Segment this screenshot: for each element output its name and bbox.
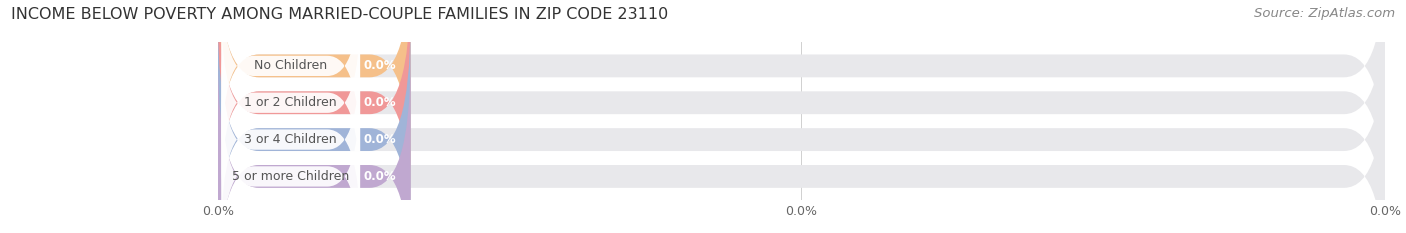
FancyBboxPatch shape xyxy=(221,83,360,233)
FancyBboxPatch shape xyxy=(221,10,360,196)
Text: 0.0%: 0.0% xyxy=(364,170,396,183)
FancyBboxPatch shape xyxy=(218,0,1385,220)
FancyBboxPatch shape xyxy=(218,22,1385,233)
Text: 0.0%: 0.0% xyxy=(364,133,396,146)
FancyBboxPatch shape xyxy=(218,0,411,220)
FancyBboxPatch shape xyxy=(221,47,360,233)
Text: 3 or 4 Children: 3 or 4 Children xyxy=(245,133,337,146)
Text: 5 or more Children: 5 or more Children xyxy=(232,170,349,183)
FancyBboxPatch shape xyxy=(218,59,411,233)
Text: Source: ZipAtlas.com: Source: ZipAtlas.com xyxy=(1254,7,1395,20)
FancyBboxPatch shape xyxy=(218,0,1385,183)
Text: 1 or 2 Children: 1 or 2 Children xyxy=(245,96,337,109)
Text: 0.0%: 0.0% xyxy=(364,59,396,72)
FancyBboxPatch shape xyxy=(218,0,411,183)
Text: 0.0%: 0.0% xyxy=(364,96,396,109)
Text: INCOME BELOW POVERTY AMONG MARRIED-COUPLE FAMILIES IN ZIP CODE 23110: INCOME BELOW POVERTY AMONG MARRIED-COUPL… xyxy=(11,7,668,22)
FancyBboxPatch shape xyxy=(218,22,411,233)
Text: No Children: No Children xyxy=(254,59,328,72)
FancyBboxPatch shape xyxy=(221,0,360,159)
FancyBboxPatch shape xyxy=(218,59,1385,233)
